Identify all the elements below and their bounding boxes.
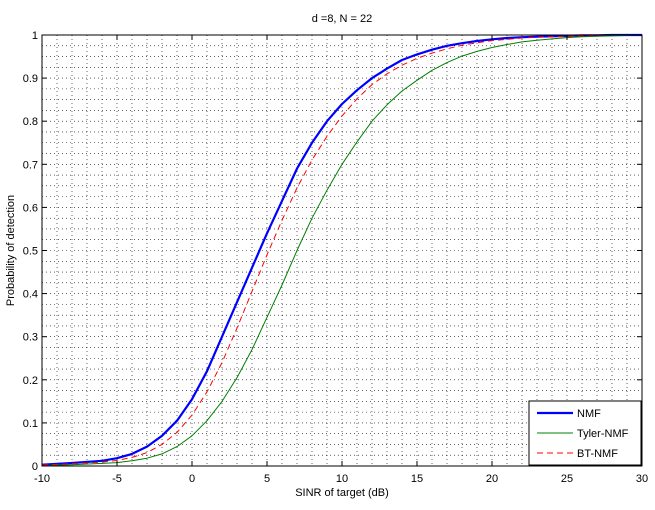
- y-tick-label: 0: [32, 461, 38, 473]
- x-tick-label: 20: [486, 473, 498, 485]
- x-tick-label: 5: [264, 473, 270, 485]
- legend-label: Tyler-NMF: [577, 428, 629, 440]
- y-tick-label: 1: [32, 30, 38, 42]
- legend-label: NMF: [577, 408, 601, 420]
- x-tick-label: 0: [189, 473, 195, 485]
- legend-label: BT-NMF: [577, 448, 618, 460]
- x-tick-label: -5: [112, 473, 122, 485]
- series-line-nmf: [41, 33, 642, 466]
- x-axis-label: SINR of target (dB): [295, 487, 389, 499]
- grid-layer: [42, 35, 642, 466]
- x-tick-label: 25: [561, 473, 573, 485]
- x-tick-label: -10: [34, 473, 50, 485]
- y-tick-label: 0.2: [23, 375, 38, 387]
- x-tick-label: 15: [411, 473, 423, 485]
- y-tick-label: 0.5: [23, 246, 38, 258]
- y-tick-label: 0.9: [23, 73, 38, 85]
- x-tick-label: 10: [336, 473, 348, 485]
- series-line-tyler-nmf: [41, 34, 643, 467]
- tick-layer: -10 -5 0 5 10 15 20 25 30 0 0.1 0.2 0.3 0.4 0.5 0.6 0.7 0…: [23, 30, 648, 485]
- y-tick-label: 0.7: [23, 159, 38, 171]
- x-tick-label: 30: [636, 473, 648, 485]
- y-tick-label: 0.4: [23, 289, 38, 301]
- series-line-bt-nmf: [41, 34, 642, 466]
- y-tick-label: 0.6: [23, 202, 38, 214]
- series-layer: [41, 33, 643, 467]
- legend: NMF Tyler-NMF BT-NMF: [528, 400, 642, 466]
- chart-title: d =8, N = 22: [312, 13, 373, 25]
- y-tick-label: 0.8: [23, 116, 38, 128]
- y-axis-label: Probability of detection: [5, 195, 17, 306]
- y-tick-label: 0.3: [23, 332, 38, 344]
- y-tick-label: 0.1: [23, 418, 38, 430]
